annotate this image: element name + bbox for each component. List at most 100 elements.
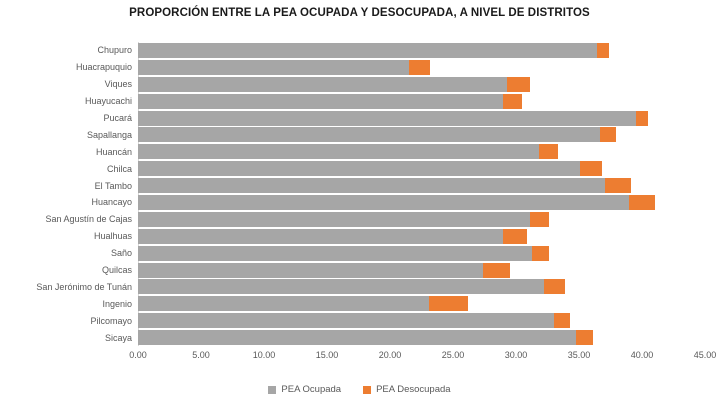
bar-segment-desocupada bbox=[483, 262, 510, 278]
bar-row bbox=[138, 177, 705, 194]
x-tick-label: 20.00 bbox=[378, 350, 402, 360]
bar-stack bbox=[138, 59, 431, 75]
category-label: Quilcas bbox=[101, 265, 132, 276]
legend-label-desocupada: PEA Desocupada bbox=[376, 384, 451, 395]
category-label: San Agustín de Cajas bbox=[45, 214, 132, 225]
chart-title-block: GRÁFICO 003 bbox=[0, 0, 719, 5]
category-label: Ingenio bbox=[102, 298, 132, 309]
bar-segment-desocupada bbox=[538, 144, 558, 160]
x-tick-label: 35.00 bbox=[567, 350, 591, 360]
bar-row bbox=[138, 245, 705, 262]
legend-swatch-desocupada-icon bbox=[363, 385, 372, 394]
bar-stack bbox=[138, 127, 616, 143]
legend-label-ocupada: PEA Ocupada bbox=[281, 384, 342, 395]
bar-segment-ocupada bbox=[138, 42, 597, 58]
x-tick-label: 5.00 bbox=[192, 350, 210, 360]
category-label: Huancán bbox=[95, 146, 132, 157]
bar-segment-ocupada bbox=[138, 110, 636, 126]
bar-row bbox=[138, 76, 705, 93]
legend-item-pea-ocupada: PEA Ocupada bbox=[268, 384, 341, 395]
y-axis-category-labels: Chupuro Huacrapuquio Viques Huayucachi Pucar… bbox=[0, 42, 132, 346]
x-tick-label: 40.00 bbox=[630, 350, 654, 360]
y-axis-line bbox=[138, 42, 139, 346]
category-label: Pucará bbox=[103, 113, 132, 123]
bar-segment-desocupada bbox=[429, 296, 469, 312]
bar-segment-ocupada bbox=[138, 144, 539, 160]
bar-stack bbox=[138, 161, 602, 177]
legend-item-pea-desocupada: PEA Desocupada bbox=[363, 384, 451, 395]
category-label: Sapallanga bbox=[86, 129, 132, 140]
bar-stack bbox=[138, 76, 530, 92]
bar-segment-desocupada bbox=[576, 330, 593, 346]
bar-segment-desocupada bbox=[543, 279, 566, 295]
category-label: Hualhuas bbox=[93, 231, 132, 242]
chart-title: PROPORCIÓN ENTRE LA PEA OCUPADA Y DESOCU… bbox=[129, 7, 590, 19]
bar-row bbox=[138, 312, 705, 329]
category-label: Pilcomayo bbox=[90, 315, 132, 326]
bar-segment-ocupada bbox=[138, 76, 508, 92]
bar-segment-ocupada bbox=[138, 194, 630, 210]
bar-segment-ocupada bbox=[138, 211, 530, 227]
bar-stack bbox=[138, 93, 523, 109]
bar-row bbox=[138, 160, 705, 177]
bar-stack bbox=[138, 262, 510, 278]
category-label: Chilca bbox=[106, 163, 132, 174]
bar-segment-ocupada bbox=[138, 93, 504, 109]
bar-row bbox=[138, 194, 705, 211]
bar-row bbox=[138, 93, 705, 110]
bar-segment-ocupada bbox=[138, 245, 533, 261]
bar-segment-desocupada bbox=[532, 245, 549, 261]
bar-row bbox=[138, 211, 705, 228]
x-tick-label: 25.00 bbox=[441, 350, 465, 360]
category-label: Sicaya bbox=[104, 332, 132, 343]
bar-row bbox=[138, 42, 705, 59]
bar-segment-desocupada bbox=[503, 93, 523, 109]
bar-segment-ocupada bbox=[138, 127, 601, 143]
bar-segment-desocupada bbox=[635, 110, 649, 126]
bar-stack bbox=[138, 296, 469, 312]
bar-segment-ocupada bbox=[138, 262, 484, 278]
legend-swatch-ocupada-icon bbox=[268, 385, 277, 394]
bar-stack bbox=[138, 194, 655, 210]
bar-row bbox=[138, 228, 705, 245]
x-tick-label: 30.00 bbox=[504, 350, 528, 360]
category-label: Chupuro bbox=[97, 45, 132, 56]
x-tick-label: 45.00 bbox=[693, 350, 717, 360]
bar-segment-ocupada bbox=[138, 279, 544, 295]
bar-segment-desocupada bbox=[605, 178, 631, 194]
bar-stack bbox=[138, 211, 549, 227]
bar-segment-desocupada bbox=[529, 211, 549, 227]
x-tick-label: 0.00 bbox=[129, 350, 147, 360]
bar-row bbox=[138, 329, 705, 346]
category-label: Saño bbox=[110, 248, 132, 259]
bar-segment-desocupada bbox=[600, 127, 616, 143]
bar-segment-ocupada bbox=[138, 296, 430, 312]
x-tick-label: 10.00 bbox=[252, 350, 276, 360]
category-label: Huayucachi bbox=[84, 96, 132, 107]
bar-stack bbox=[138, 144, 558, 160]
x-axis-tick-labels: 0.00 5.00 10.00 15.00 20.00 25.00 30.00 35.00 40… bbox=[129, 350, 716, 362]
bar-row bbox=[138, 110, 705, 127]
bar-segment-ocupada bbox=[138, 161, 581, 177]
bar-row bbox=[138, 126, 705, 143]
x-tick-label: 15.00 bbox=[315, 350, 339, 360]
category-label: San Jerónimo de Tunán bbox=[36, 281, 132, 292]
bar-row bbox=[138, 278, 705, 295]
bar-segment-ocupada bbox=[138, 178, 606, 194]
bar-segment-ocupada bbox=[138, 59, 409, 75]
bar-stack bbox=[138, 178, 631, 194]
bar-segment-desocupada bbox=[553, 313, 571, 329]
chart-title-line1-clipped: GRÁFICO 003 bbox=[0, 0, 719, 5]
bar-segment-desocupada bbox=[408, 59, 431, 75]
bar-segment-desocupada bbox=[507, 76, 530, 92]
category-label: Huacrapuquio bbox=[75, 62, 132, 73]
bar-stack bbox=[138, 245, 549, 261]
category-label: Viques bbox=[104, 79, 132, 90]
bar-row bbox=[138, 295, 705, 312]
bar-row bbox=[138, 262, 705, 279]
bar-segment-ocupada bbox=[138, 228, 504, 244]
bar-segment-desocupada bbox=[596, 42, 610, 58]
bar-row bbox=[138, 59, 705, 76]
chart-legend: PEA Ocupada PEA Desocupada bbox=[0, 384, 719, 395]
